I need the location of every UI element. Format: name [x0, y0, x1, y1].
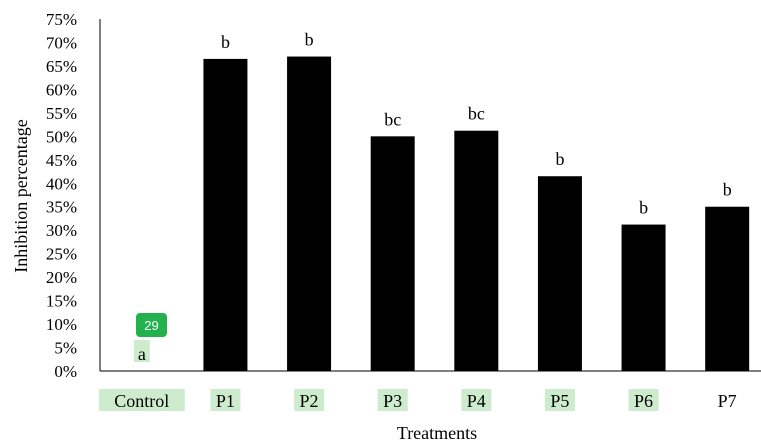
y-axis-title: Inhibition percentage [11, 119, 31, 272]
significance-label: b [723, 180, 732, 200]
y-tick-label: 0% [54, 362, 77, 381]
x-tick-label: P1 [216, 391, 235, 411]
x-axis-title: Treatments [397, 423, 477, 443]
bar [203, 58, 248, 371]
y-tick-label: 65% [46, 57, 77, 76]
bar [370, 136, 415, 371]
category-highlights [98, 340, 659, 411]
bars [203, 56, 750, 372]
annotation-badge-text: 29 [144, 318, 158, 333]
x-tick-label: P6 [634, 391, 653, 411]
y-tick-label: 5% [54, 339, 77, 358]
significance-highlight [133, 340, 150, 362]
y-tick-label: 70% [46, 33, 77, 52]
x-tick-label: P5 [550, 391, 569, 411]
significance-label: b [555, 149, 564, 169]
x-tick-label: P4 [467, 391, 486, 411]
significance-label: b [639, 198, 648, 218]
category-highlight [98, 389, 185, 411]
y-tick-label: 20% [46, 268, 77, 287]
bar [621, 224, 666, 371]
annotation-badge: 29 [136, 313, 167, 337]
x-tick-label: P7 [718, 391, 737, 411]
y-tick-label: 45% [46, 151, 77, 170]
y-tick-label: 60% [46, 80, 77, 99]
significance-label: bc [468, 104, 485, 124]
category-highlight [628, 389, 659, 411]
y-tick-label: 55% [46, 104, 77, 123]
significance-label: b [221, 32, 230, 52]
y-tick-label: 25% [46, 245, 77, 264]
bar [454, 130, 499, 371]
category-highlight [544, 389, 575, 411]
significance-label: b [305, 30, 314, 50]
y-tick-label: 15% [46, 292, 77, 311]
category-highlight [294, 389, 325, 411]
category-highlight [210, 389, 241, 411]
x-tick-label: P2 [300, 391, 319, 411]
y-tick-label: 35% [46, 198, 77, 217]
significance-labels: a b b bc bc b b b [138, 30, 732, 364]
y-tick-label: 40% [46, 174, 77, 193]
x-axis-ticks: Control P1 P2 P3 P4 P5 P6 P7 [114, 391, 736, 411]
bar [705, 206, 750, 371]
y-tick-label: 75% [46, 10, 77, 29]
y-tick-label: 30% [46, 221, 77, 240]
y-axis-ticks: 0% 5% 10% 15% 20% 25% 30% 35% 40% 45% 50% 55% 60% 65%… [46, 10, 77, 381]
category-highlight [377, 389, 408, 411]
significance-label: bc [384, 109, 401, 129]
category-highlight [461, 389, 492, 411]
x-tick-label: Control [114, 391, 169, 411]
annotation-badge-background [136, 313, 167, 337]
bar [287, 56, 332, 372]
y-tick-label: 10% [46, 315, 77, 334]
x-tick-label: P3 [383, 391, 402, 411]
y-tick-label: 50% [46, 127, 77, 146]
bar [537, 176, 582, 371]
significance-label: a [138, 344, 146, 364]
